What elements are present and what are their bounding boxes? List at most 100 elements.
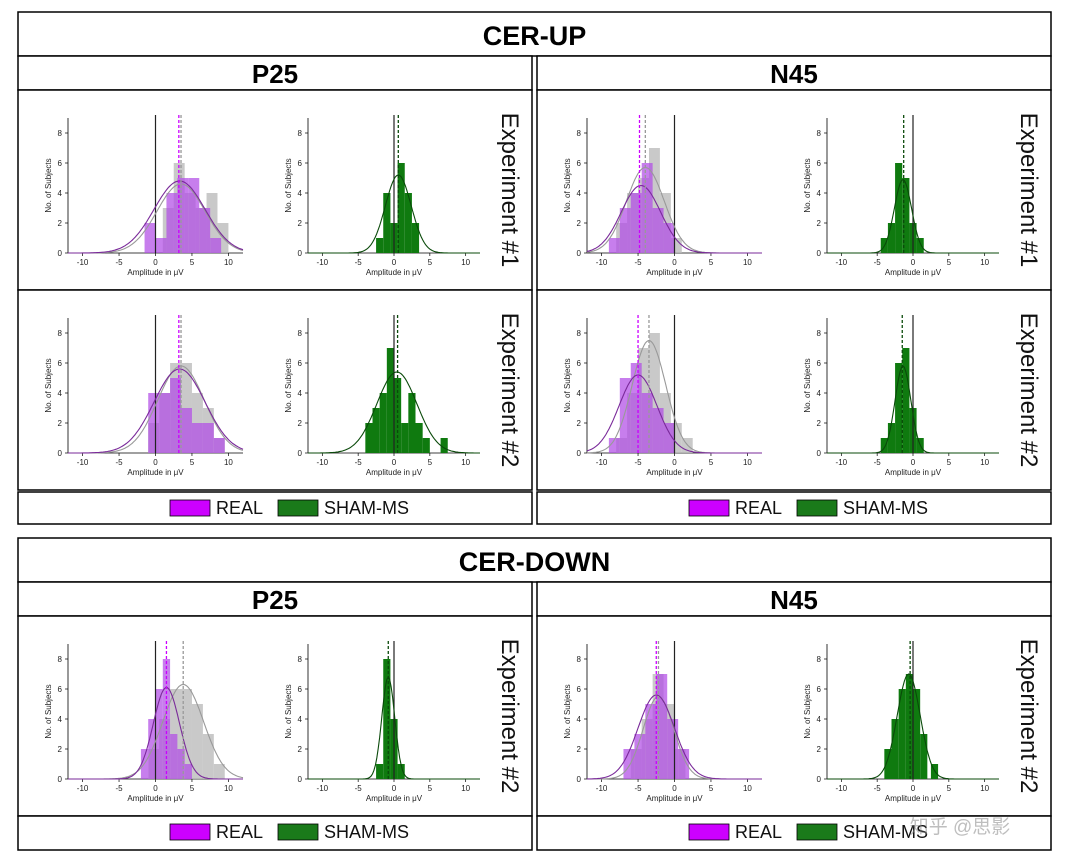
real-histogram-bar	[210, 238, 222, 253]
y-axis-label: No. of Subjects	[44, 358, 53, 412]
legend-label-real: REAL	[735, 822, 782, 842]
x-axis-label: Amplitude in μV	[646, 794, 703, 803]
x-tick-label: 5	[709, 784, 714, 793]
legend-label-sham: SHAM-MS	[324, 822, 409, 842]
real-histogram-bar	[188, 178, 200, 253]
column-n45: N45 -10 -5 0 5 10 0 2 4 6 8 Amplitude in μV No. of S…	[536, 55, 1052, 525]
experiment-label: Experiment #2	[496, 313, 523, 468]
y-tick-label: 6	[577, 685, 582, 694]
y-tick-label: 0	[58, 775, 63, 784]
legend-label-sham: SHAM-MS	[843, 498, 928, 518]
real-histogram-bar	[170, 734, 178, 779]
x-tick-label: 5	[428, 458, 433, 467]
grey-histogram-bar	[213, 764, 225, 779]
y-tick-label: 8	[817, 655, 822, 664]
x-tick-label: -5	[874, 784, 882, 793]
section-title: CER-DOWN	[459, 547, 610, 577]
experiment-label: Experiment #1	[1015, 113, 1042, 268]
x-tick-label: 10	[980, 258, 989, 267]
y-tick-label: 6	[577, 159, 582, 168]
y-tick-label: 8	[298, 129, 303, 138]
real-histogram-bar	[641, 393, 653, 453]
y-tick-label: 4	[817, 715, 822, 724]
legend-label-sham: SHAM-MS	[324, 498, 409, 518]
y-tick-label: 0	[577, 775, 582, 784]
x-tick-label: 5	[709, 458, 714, 467]
y-tick-label: 6	[817, 685, 822, 694]
real-histogram-bar	[202, 423, 214, 453]
sham-histogram-bar	[376, 238, 384, 253]
y-tick-label: 2	[58, 219, 63, 228]
x-tick-label: -10	[596, 458, 608, 467]
sham-histogram-bar	[887, 223, 896, 253]
sham-histogram-bar	[905, 674, 913, 779]
x-tick-label: 5	[190, 784, 195, 793]
x-tick-label: 0	[153, 258, 158, 267]
y-axis-label: No. of Subjects	[563, 684, 572, 738]
column-p25: P25 -10 -5 0 5 10 0 2 4 6 8 Amplitude in μV No. of S…	[17, 581, 533, 851]
legend-box	[536, 815, 1052, 851]
x-axis-label: Amplitude in μV	[646, 268, 703, 277]
grey-histogram-bar	[191, 704, 203, 779]
y-tick-label: 0	[298, 449, 303, 458]
x-tick-label: -5	[115, 458, 123, 467]
y-tick-label: 0	[58, 249, 63, 258]
x-tick-label: -5	[634, 258, 642, 267]
y-tick-label: 8	[817, 329, 822, 338]
panel-row: -10 -5 0 5 10 0 2 4 6 8 Amplitude in μV No. of Subj…	[536, 89, 1052, 291]
grey-histogram-bar	[202, 734, 214, 779]
y-tick-label: 6	[58, 359, 63, 368]
real-histogram-bar	[144, 223, 156, 253]
panel-box	[17, 289, 533, 491]
y-axis-label: No. of Subjects	[284, 158, 293, 212]
column-title: N45	[770, 59, 818, 89]
legend-box	[536, 491, 1052, 525]
panel-box	[17, 89, 533, 291]
x-tick-label: 0	[153, 784, 158, 793]
panel-row: -10 -5 0 5 10 0 2 4 6 8 Amplitude in μV No. of Subj…	[17, 615, 533, 817]
sham-histogram-bar	[920, 734, 928, 779]
real-fit-curve	[586, 374, 762, 454]
section-cer-down: CER-DOWN P25 -10 -5 0 5 10 0 2 4 6 8 Amplitude in μV…	[17, 537, 1052, 851]
x-tick-label: 5	[709, 258, 714, 267]
x-tick-label: 0	[672, 258, 677, 267]
x-tick-label: -5	[634, 784, 642, 793]
legend-label-real: REAL	[216, 498, 263, 518]
y-tick-label: 2	[58, 745, 63, 754]
y-tick-label: 0	[58, 449, 63, 458]
y-tick-label: 6	[298, 685, 303, 694]
column-title-box	[536, 55, 1052, 91]
y-tick-label: 8	[58, 655, 63, 664]
x-tick-label: 10	[224, 258, 233, 267]
legend-swatch-real	[688, 823, 730, 841]
x-tick-label: -10	[596, 784, 608, 793]
x-tick-label: 10	[461, 258, 470, 267]
real-histogram-bar	[645, 704, 657, 779]
y-tick-label: 6	[817, 359, 822, 368]
real-histogram-bar	[652, 408, 664, 453]
sham-histogram-bar	[916, 238, 924, 253]
sham-histogram-bar	[880, 438, 888, 453]
sham-histogram-bar	[891, 719, 899, 779]
x-axis-label: Amplitude in μV	[885, 794, 942, 803]
legend: REAL SHAM-MS	[536, 815, 1052, 851]
x-tick-label: 0	[672, 458, 677, 467]
y-axis-label: No. of Subjects	[563, 158, 572, 212]
experiment-label: Experiment #2	[1015, 639, 1042, 794]
sham-histogram-bar	[404, 193, 412, 253]
x-tick-label: 10	[224, 784, 233, 793]
sham-histogram-bar	[379, 393, 387, 453]
x-tick-label: 0	[392, 784, 397, 793]
sham-histogram-bar	[895, 363, 903, 453]
sham-histogram-bar	[401, 423, 409, 453]
sham-histogram-bar	[408, 393, 416, 453]
legend-label-real: REAL	[216, 822, 263, 842]
y-tick-label: 0	[577, 249, 582, 258]
sham-histogram-bar	[884, 749, 892, 779]
y-tick-label: 2	[577, 219, 582, 228]
y-tick-label: 4	[298, 189, 303, 198]
y-tick-label: 2	[817, 419, 822, 428]
x-tick-label: 5	[947, 258, 952, 267]
real-histogram-bar	[191, 423, 203, 453]
